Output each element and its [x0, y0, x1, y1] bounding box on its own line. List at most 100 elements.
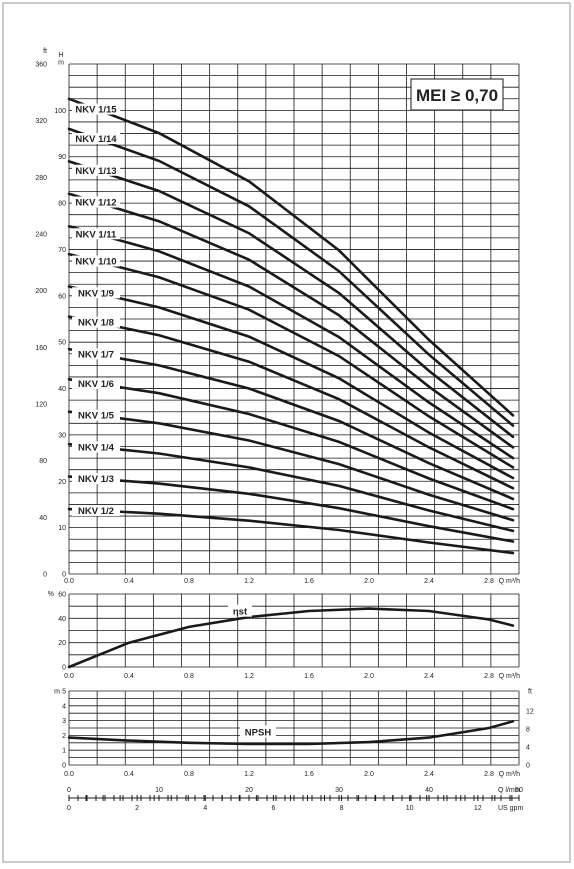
- gpm-tick-label: 2: [135, 805, 139, 812]
- npsh-y-tick-m: 0: [62, 763, 66, 770]
- head-curve: [67, 285, 515, 480]
- curve-label-bg: [240, 725, 276, 738]
- npsh-x-tick: 2.4: [424, 771, 434, 778]
- head-y-tick-ft: 320: [35, 118, 47, 125]
- head-y-tick-ft: 80: [39, 458, 47, 465]
- npsh-x-tick: 0.4: [124, 771, 134, 778]
- eff-axis-unit: %: [48, 591, 54, 598]
- head-y-tick-ft: 40: [39, 515, 47, 522]
- head-curve: [67, 252, 515, 469]
- npsh-curve-label: NPSH: [245, 727, 272, 738]
- gpm-axis-label: US gpm: [498, 805, 523, 812]
- npsh-x-tick: 1.2: [244, 771, 254, 778]
- head-curve: [67, 347, 515, 501]
- lmin-tick-label: 20: [245, 787, 253, 794]
- eff-y-tick: 0: [62, 665, 66, 672]
- npsh-x-axis-label: Q m³/h: [499, 771, 520, 778]
- eff-x-tick: 0.0: [64, 673, 74, 680]
- eff-x-axis-label: Q m³/h: [499, 673, 520, 680]
- head-curve: [67, 127, 515, 427]
- lmin-tick-label: 10: [155, 787, 163, 794]
- head-curve: [67, 315, 515, 490]
- curve-label-bg: [72, 348, 120, 360]
- curve-label-bg: [72, 377, 120, 389]
- curve-label: NKV 1/2: [78, 506, 114, 517]
- curve-label-bg: [72, 103, 120, 115]
- npsh-y-tick-m: 1: [62, 748, 66, 755]
- curve-label: NKV 1/13: [75, 166, 116, 177]
- npsh-axis-unit-m: m: [54, 689, 60, 696]
- head-x-tick: 2.0: [364, 578, 374, 585]
- lmin-tick-label: 50: [515, 787, 523, 794]
- head-axis-unit-ft: ft: [43, 48, 47, 55]
- curve-label-bg: [72, 441, 120, 453]
- head-y-tick-m: 0: [62, 572, 66, 579]
- lmin-tick-label: 40: [425, 787, 433, 794]
- curve-label: NKV 1/6: [78, 379, 114, 390]
- head-x-tick: 0.4: [124, 578, 134, 585]
- head-y-tick-m: 50: [58, 340, 66, 347]
- head-y-tick-m: 70: [58, 247, 66, 254]
- curve-label-bg: [72, 473, 120, 485]
- npsh-x-tick: 2.8: [484, 771, 494, 778]
- head-x-tick: 2.8: [484, 578, 494, 585]
- mei-badge: [410, 78, 504, 111]
- curve-label: NKV 1/11: [76, 229, 117, 240]
- npsh-curve: [67, 720, 515, 746]
- npsh-y-tick-ft: 12: [526, 708, 534, 715]
- head-y-tick-ft: 360: [35, 62, 47, 69]
- curve-label-bg: [72, 316, 120, 328]
- curve-label: NKV 1/5: [78, 411, 115, 422]
- eff-x-tick: 2.8: [484, 673, 494, 680]
- npsh-y-tick-m: 5: [62, 689, 66, 696]
- head-curve: [67, 378, 515, 511]
- head-x-tick: 2.4: [424, 578, 434, 585]
- gpm-tick-label: 6: [271, 805, 275, 812]
- eff-x-tick: 0.4: [124, 673, 134, 680]
- curve-label: NKV 1/7: [78, 350, 114, 361]
- npsh-y-tick-m: 2: [62, 733, 66, 740]
- efficiency-curve-label: ηst: [233, 607, 248, 618]
- curve-label: NKV 1/12: [75, 198, 116, 209]
- curve-label: NKV 1/4: [78, 442, 115, 453]
- curve-label: NKV 1/10: [75, 257, 116, 268]
- head-y-tick-ft: 240: [35, 232, 47, 239]
- npsh-axis-unit-ft: ft: [528, 689, 532, 696]
- curve-label: NKV 1/9: [78, 288, 114, 299]
- head-x-tick: 1.2: [244, 578, 254, 585]
- npsh-y-tick-ft: 4: [526, 744, 530, 751]
- head-y-tick-m: 40: [58, 386, 66, 393]
- curve-label-bg: [72, 287, 120, 299]
- head-y-tick-m: 100: [54, 108, 66, 115]
- npsh-y-tick-ft: 0: [526, 763, 530, 770]
- curve-label: NKV 1/3: [78, 474, 114, 485]
- head-y-tick-m: 90: [58, 154, 66, 161]
- head-curve: [67, 97, 515, 417]
- lmin-tick-label: 30: [335, 787, 343, 794]
- eff-y-tick: 20: [58, 640, 66, 647]
- gpm-tick-label: 8: [340, 805, 344, 812]
- npsh-y-tick-m: 3: [62, 718, 66, 725]
- curve-label-bg: [72, 164, 120, 176]
- head-y-tick-m: 60: [58, 293, 66, 300]
- curve-label-bg: [72, 196, 120, 208]
- lmin-axis-label: Q l/min: [498, 787, 520, 794]
- eff-y-tick: 60: [58, 592, 66, 599]
- efficiency-curve: [67, 607, 515, 669]
- curve-label-bg: [72, 504, 120, 516]
- head-y-tick-ft: 280: [35, 175, 47, 182]
- curve-label-bg: [72, 255, 120, 267]
- head-curve: [67, 160, 515, 439]
- curve-label: NKV 1/8: [78, 318, 114, 329]
- head-x-tick: 1.6: [304, 578, 314, 585]
- head-y-tick-ft: 120: [35, 402, 47, 409]
- eff-y-tick: 40: [58, 616, 66, 623]
- head-x-axis-label: Q m³/h: [499, 578, 520, 585]
- head-y-tick-m: 30: [58, 432, 66, 439]
- curve-label-bg: [72, 228, 120, 240]
- head-y-tick-ft: 200: [35, 288, 47, 295]
- curve-label-bg: [72, 409, 120, 421]
